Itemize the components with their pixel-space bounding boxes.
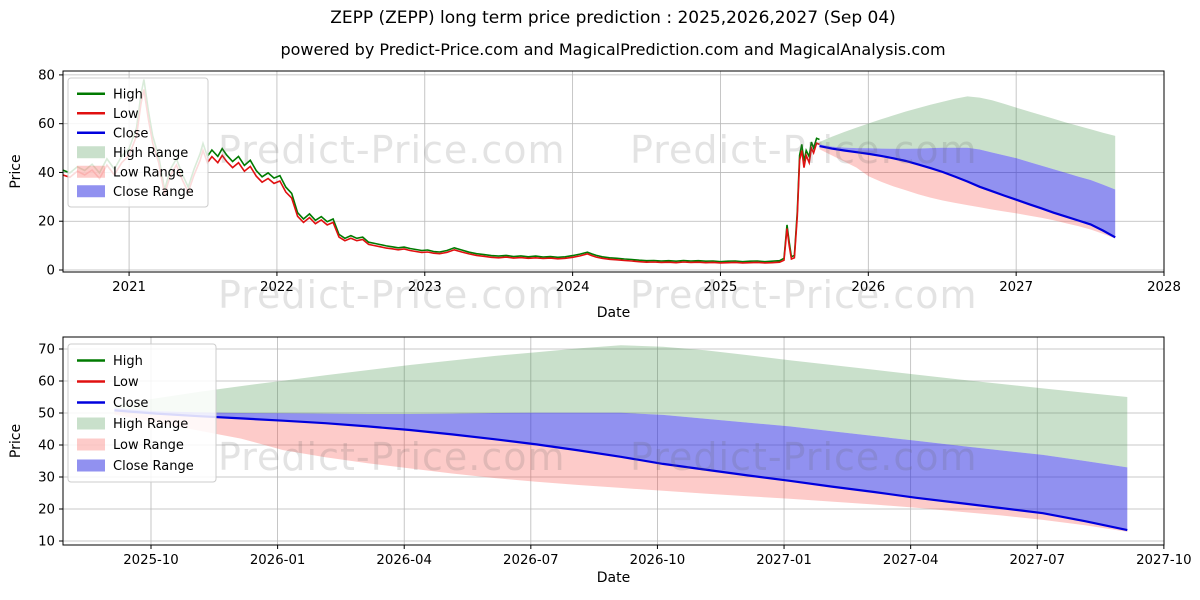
legend-box (67, 343, 217, 483)
y-tick-label: 60 (38, 117, 55, 132)
top-chart: 2021 2022 2023 2024 2025 2026 2027 2028 0 20 40 60 8… (8, 68, 1181, 321)
y-tick-label: 40 (38, 166, 55, 181)
y-tick-label: 20 (38, 215, 55, 230)
high-range-band (114, 345, 1128, 468)
x-tick-label: 2026-01 (250, 553, 306, 568)
legend-label: Low Range (113, 165, 184, 180)
plot-border (62, 70, 1165, 273)
close-line (819, 145, 1116, 239)
x-axis-label: Date (597, 305, 630, 321)
x-tick-label: 2023 (408, 280, 442, 295)
y-tick-label: 70 (38, 343, 55, 358)
legend: High Low Close High Range Low Range Close Ran… (67, 77, 209, 208)
x-tick-label: 2025 (704, 280, 738, 295)
legend: High Low Close High Range Low Range Close Ran… (67, 343, 217, 483)
low-range-band (819, 146, 1116, 239)
close-range-band (114, 408, 1128, 531)
legend-label: Close (113, 396, 148, 411)
legend-swatch-low-range (77, 438, 105, 451)
x-tick-label: 2026-04 (376, 553, 432, 568)
legend-label: Close Range (113, 185, 194, 200)
legend-label: High Range (113, 146, 188, 161)
chart-subtitle: powered by Predict-Price.com and Magical… (280, 40, 946, 59)
y-tick-label: 30 (38, 471, 55, 486)
x-tick-label: 2027-04 (883, 553, 939, 568)
x-tick-label: 2025-10 (123, 553, 179, 568)
y-tick-label: 80 (38, 68, 55, 83)
x-tick-label: 2027 (999, 280, 1033, 295)
legend-swatch-close-range (77, 459, 105, 472)
x-tick-label: 2027-01 (756, 553, 812, 568)
legend-swatch-low-range (77, 165, 105, 178)
chart-title: ZEPP (ZEPP) long term price prediction :… (330, 8, 896, 28)
x-tick-label: 2026-10 (630, 553, 686, 568)
y-tick-label: 0 (47, 264, 55, 279)
x-tick-label: 2026-07 (503, 553, 559, 568)
low-range-band (114, 410, 1128, 532)
legend-swatch-close-range (77, 185, 105, 198)
x-tick-label: 2026 (851, 280, 885, 295)
y-tick-label: 50 (38, 407, 55, 422)
x-tick-label: 2027-07 (1009, 553, 1065, 568)
x-tick-label: 2024 (556, 280, 590, 295)
legend-label: Low (113, 107, 139, 122)
legend-label: Low (113, 375, 139, 390)
y-tick-label: 20 (38, 503, 55, 518)
y-axis-label: Price (8, 424, 24, 458)
x-axis-label: Date (597, 570, 630, 586)
plot-border (62, 336, 1165, 546)
x-tick-label: 2021 (112, 280, 146, 295)
y-axis-label: Price (8, 154, 24, 188)
legend-label: Low Range (113, 438, 184, 453)
y-tick-label: 60 (38, 375, 55, 390)
bottom-chart: 2025-10 2026-01 2026-04 2026-07 2026-10 2027-… (8, 336, 1192, 586)
legend-label: High (113, 354, 143, 369)
legend-label: Close Range (113, 459, 194, 474)
legend-label: High (113, 87, 143, 102)
x-tick-label: 2022 (260, 280, 294, 295)
x-tick-label: 2028 (1147, 280, 1181, 295)
close-line (114, 409, 1128, 532)
legend-label: Close (113, 126, 148, 141)
legend-box (67, 77, 209, 208)
legend-swatch-high-range (77, 146, 105, 159)
close-range-band (819, 144, 1116, 238)
high-range-band (819, 96, 1116, 190)
y-tick-label: 10 (38, 535, 55, 550)
y-tick-label: 40 (38, 439, 55, 454)
legend-label: High Range (113, 417, 188, 432)
legend-swatch-high-range (77, 417, 105, 430)
x-tick-label: 2027-10 (1136, 553, 1192, 568)
